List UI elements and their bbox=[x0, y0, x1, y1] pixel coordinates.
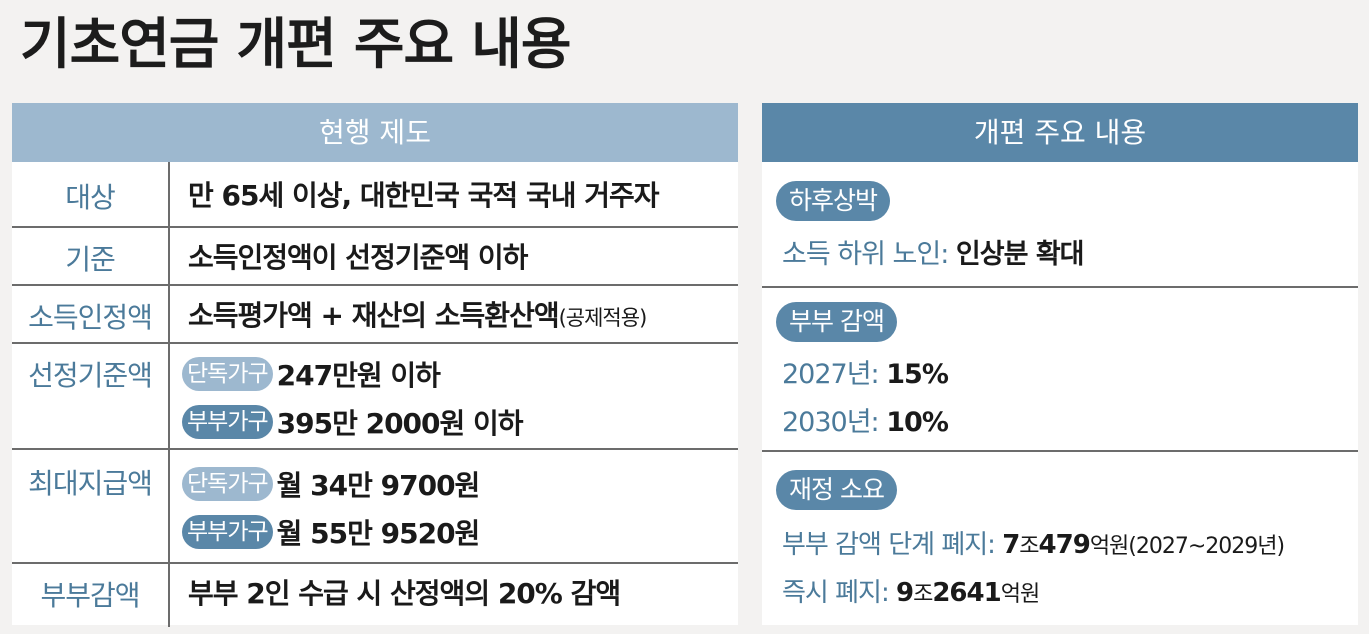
single-household-value: 247만원 이하 bbox=[276, 359, 441, 392]
row-label: 소득인정액 bbox=[12, 286, 170, 344]
table-row-selection-criteria: 선정기준액 단독가구 247만원 이하 부부가구 395만 2000원 이하 bbox=[12, 342, 738, 450]
line-value-eok: 2641 bbox=[932, 578, 1001, 608]
couple-household-tag: 부부가구 bbox=[182, 515, 273, 549]
line-value-trillion: 9 bbox=[895, 578, 914, 608]
single-household-value: 월 34만 9700원 bbox=[276, 469, 481, 502]
line-key: 2030년: bbox=[782, 407, 880, 438]
row-value: 소득평가액 + 재산의 소득환산액(공제적용) bbox=[188, 294, 738, 334]
table-row-couple-reduction: 부부감액 부부 2인 수급 시 산정액의 20% 감액 bbox=[12, 562, 738, 627]
line-value: 10% bbox=[886, 407, 949, 438]
couple-household-tag: 부부가구 bbox=[182, 405, 273, 439]
row-label: 기준 bbox=[12, 228, 170, 286]
line-unit-jo: 조 bbox=[913, 582, 933, 607]
section-line-phased: 부부 감액 단계 폐지: 7조479억원(2027~2029년) bbox=[782, 524, 1285, 561]
line-key: 부부 감액 단계 폐지: bbox=[782, 530, 996, 560]
row-value: 소득인정액이 선정기준액 이하 bbox=[188, 241, 528, 274]
row-value-main: 소득평가액 + 재산의 소득환산액 bbox=[188, 299, 560, 332]
row-label: 부부감액 bbox=[12, 564, 170, 627]
couple-household-value: 395만 2000원 이하 bbox=[276, 407, 524, 440]
current-system-header: 현행 제도 bbox=[12, 103, 738, 162]
section-line-immediate: 즉시 폐지: 9조2641억원 bbox=[782, 572, 1040, 609]
section-fiscal-cost: 재정 소요 부부 감액 단계 폐지: 7조479억원(2027~2029년) 즉… bbox=[762, 450, 1358, 627]
line-unit-jo: 조 bbox=[1019, 534, 1039, 559]
section-line: 소득 하위 노인: 인상분 확대 bbox=[782, 232, 1085, 271]
line-value: 인상분 확대 bbox=[955, 239, 1085, 270]
table-row-income-recognized: 소득인정액 소득평가액 + 재산의 소득환산액(공제적용) bbox=[12, 284, 738, 344]
section-line-2030: 2030년: 10% bbox=[782, 400, 949, 439]
line-value-trillion: 7 bbox=[1002, 530, 1020, 560]
row-value: 부부 2인 수급 시 산정액의 20% 감액 bbox=[188, 577, 621, 610]
section-tag: 하후상박 bbox=[776, 181, 891, 221]
row-label: 선정기준액 bbox=[12, 344, 170, 450]
line-value-eok: 479 bbox=[1038, 530, 1091, 560]
couple-household-line: 부부가구 395만 2000원 이하 bbox=[182, 402, 524, 442]
line-key: 즉시 폐지: bbox=[782, 578, 890, 608]
row-label: 최대지급액 bbox=[12, 450, 170, 564]
page-title: 기초연금 개편 주요 내용 bbox=[20, 12, 571, 76]
section-line-2027: 2027년: 15% bbox=[782, 352, 949, 391]
reform-header: 개편 주요 내용 bbox=[762, 103, 1358, 162]
table-row-criteria: 기준 소득인정액이 선정기준액 이하 bbox=[12, 226, 738, 286]
current-system-panel: 현행 제도 대상 만 65세 이상, 대한민국 국적 국내 거주자 기준 소득인… bbox=[12, 103, 738, 627]
section-progressive: 하후상박 소득 하위 노인: 인상분 확대 bbox=[762, 162, 1358, 286]
single-household-tag: 단독가구 bbox=[182, 467, 273, 501]
section-tag: 재정 소요 bbox=[776, 470, 897, 510]
couple-household-line: 부부가구 월 55만 9520원 bbox=[182, 512, 481, 552]
single-household-tag: 단독가구 bbox=[182, 357, 273, 391]
row-value-note: (공제적용) bbox=[558, 306, 648, 330]
section-tag: 부부 감액 bbox=[776, 302, 897, 342]
line-key: 소득 하위 노인: bbox=[782, 239, 949, 270]
section-couple-reduction: 부부 감액 2027년: 15% 2030년: 10% bbox=[762, 286, 1358, 452]
table-row-target: 대상 만 65세 이상, 대한민국 국적 국내 거주자 bbox=[12, 162, 738, 226]
line-key: 2027년: bbox=[782, 359, 880, 390]
row-label: 대상 bbox=[12, 162, 170, 226]
line-unit-eok: 억원 bbox=[1000, 582, 1040, 607]
single-household-line: 단독가구 월 34만 9700원 bbox=[182, 464, 481, 504]
line-unit-eok: 억원(2027~2029년) bbox=[1089, 534, 1285, 559]
couple-household-value: 월 55만 9520원 bbox=[276, 517, 481, 550]
row-value: 만 65세 이상, 대한민국 국적 국내 거주자 bbox=[188, 179, 660, 212]
single-household-line: 단독가구 247만원 이하 bbox=[182, 354, 441, 394]
table-row-max-payment: 최대지급액 단독가구 월 34만 9700원 부부가구 월 55만 9520원 bbox=[12, 448, 738, 564]
reform-panel: 개편 주요 내용 하후상박 소득 하위 노인: 인상분 확대 부부 감액 202… bbox=[762, 103, 1358, 625]
line-value: 15% bbox=[886, 359, 949, 390]
